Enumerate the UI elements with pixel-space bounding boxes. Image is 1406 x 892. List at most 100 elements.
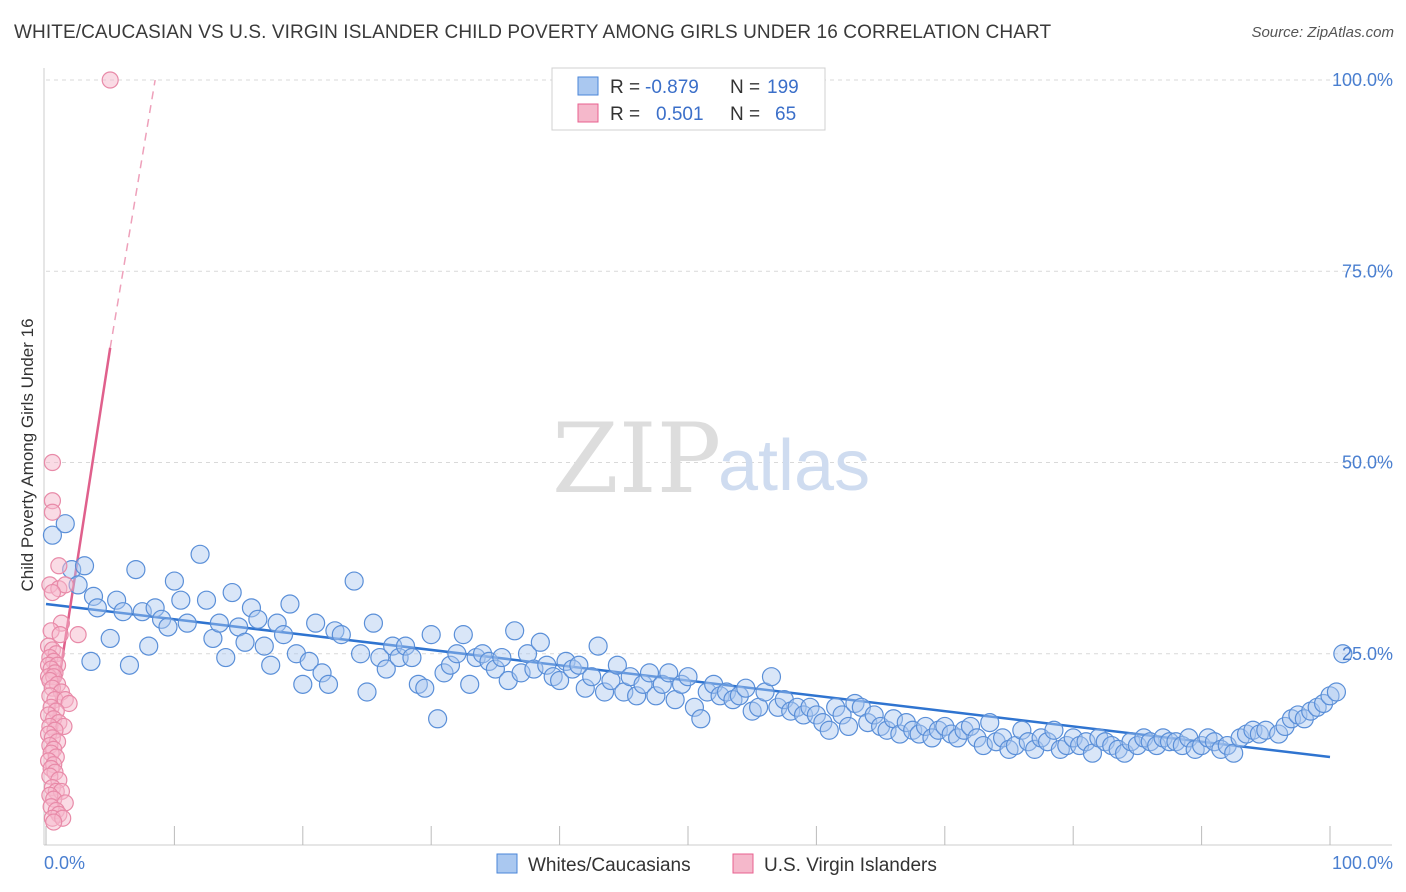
point-white-178: [1204, 732, 1225, 752]
point-white-5: [81, 651, 101, 672]
point-white-109: [761, 667, 782, 687]
point-white-29: [241, 598, 262, 618]
point-white-58: [434, 663, 454, 683]
point-white-1: [55, 514, 75, 534]
point-white-171: [1159, 732, 1180, 752]
point-white-196: [1326, 682, 1347, 702]
trend-line-virgin-islanders-extended: [109, 79, 156, 348]
point-white-56: [421, 625, 441, 645]
point-white-77: [556, 651, 576, 672]
point-virgin-64: [45, 813, 63, 831]
x-tick-labels: 0.0% 100.0%: [44, 853, 1393, 873]
point-white-141: [967, 728, 987, 748]
point-white-118: [819, 720, 839, 740]
point-white-134: [922, 728, 942, 748]
legend-n-label-2: N =: [730, 104, 760, 125]
point-white-67: [492, 647, 512, 668]
stats-legend: R = -0.879 N = 199 R = 0.501 N = 65: [551, 67, 826, 131]
chart-title: WHITE/CAUCASIAN VS U.S. VIRGIN ISLANDER …: [14, 22, 1052, 43]
y-tick-label-1: 50.0%: [1342, 453, 1393, 473]
series-label-whites: Whites/Caucasians: [528, 855, 691, 876]
point-white-127: [877, 720, 897, 740]
point-white-105: [736, 678, 756, 698]
point-white-19: [171, 590, 191, 610]
point-white-17: [158, 617, 178, 637]
point-white-117: [813, 712, 833, 733]
point-white-37: [293, 674, 313, 694]
point-white-8: [100, 628, 120, 649]
point-white-12: [126, 559, 146, 580]
point-virgin-4: [50, 557, 68, 575]
point-white-28: [235, 632, 255, 652]
point-white-88: [627, 686, 647, 706]
trend-line-whites: [45, 602, 1331, 759]
point-white-138: [948, 728, 968, 748]
point-white-96: [678, 667, 698, 687]
point-white-33: [267, 613, 287, 633]
point-white-45: [350, 644, 371, 664]
legend-n-value-2: 65: [775, 104, 796, 125]
point-white-93: [659, 663, 679, 683]
point-white-99: [697, 682, 717, 702]
point-white-13: [132, 602, 152, 622]
point-white-66: [485, 659, 505, 679]
point-white-65: [479, 651, 499, 672]
point-white-6: [83, 586, 104, 606]
point-white-130: [896, 712, 916, 733]
point-white-142: [973, 735, 993, 756]
point-white-197: [1333, 644, 1353, 664]
point-white-20: [177, 613, 197, 633]
point-white-169: [1147, 735, 1167, 756]
point-white-47: [363, 613, 384, 633]
point-white-10: [113, 602, 133, 622]
y-axis-label: Child Poverty Among Girls Under 16: [18, 318, 37, 591]
x-tick-label-0: 0.0%: [44, 853, 85, 873]
series-label-virgin-islanders: U.S. Virgin Islanders: [764, 855, 937, 876]
point-white-136: [935, 716, 955, 737]
point-virgin-7: [56, 576, 74, 594]
y-tick-label-0: 25.0%: [1342, 644, 1393, 664]
point-white-89: [633, 674, 653, 694]
point-white-90: [639, 663, 660, 683]
point-white-0: [42, 525, 63, 545]
point-white-176: [1191, 735, 1212, 756]
point-white-91: [646, 686, 666, 706]
y-tick-labels: 25.0% 50.0% 75.0% 100.0%: [1332, 70, 1393, 664]
point-white-186: [1256, 720, 1276, 740]
series-swatch-whites: [496, 853, 518, 874]
point-white-57: [428, 709, 448, 729]
point-white-22: [196, 590, 217, 610]
point-white-52: [395, 636, 416, 656]
point-white-7: [87, 598, 107, 618]
point-white-129: [890, 724, 910, 744]
point-white-62: [460, 674, 480, 694]
point-white-73: [530, 632, 550, 652]
watermark-atlas: atlas: [718, 426, 870, 506]
point-virgin-0: [101, 71, 119, 89]
point-white-173: [1172, 735, 1192, 756]
point-white-132: [909, 724, 929, 744]
point-white-80: [575, 678, 595, 698]
point-white-64: [472, 644, 493, 664]
point-white-102: [716, 682, 737, 702]
point-white-24: [209, 613, 229, 633]
point-white-74: [537, 655, 557, 675]
watermark-zip: ZIP: [552, 403, 721, 515]
point-white-133: [915, 716, 936, 737]
axes: [43, 68, 1392, 846]
point-white-4: [74, 556, 95, 576]
point-white-110: [768, 697, 788, 717]
point-virgin-12: [69, 626, 87, 644]
point-white-44: [344, 571, 364, 591]
point-white-158: [1076, 732, 1096, 752]
point-white-59: [440, 655, 461, 675]
legend-r-value-1: -0.879: [645, 77, 699, 98]
point-white-156: [1063, 728, 1083, 748]
point-white-53: [402, 647, 422, 668]
x-tick-label-1: 100.0%: [1332, 853, 1393, 873]
point-white-38: [299, 651, 319, 672]
point-white-16: [151, 609, 172, 629]
point-white-85: [607, 655, 627, 675]
legend-r-value-2: 0.501: [656, 104, 704, 125]
